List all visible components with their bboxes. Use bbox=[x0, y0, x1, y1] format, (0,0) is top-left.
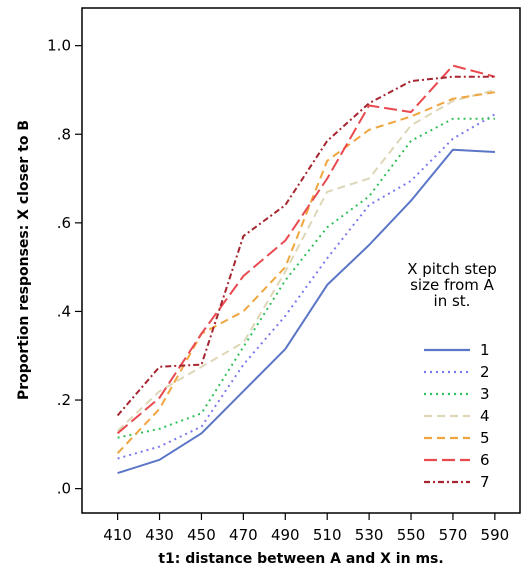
x-tick-label: 510 bbox=[313, 526, 342, 544]
legend-label-3: 3 bbox=[480, 385, 490, 403]
x-tick-label: 470 bbox=[229, 526, 258, 544]
legend-label-6: 6 bbox=[480, 451, 490, 469]
legend-label-4: 4 bbox=[480, 407, 490, 425]
x-tick-label: 550 bbox=[397, 526, 426, 544]
x-axis-title: t1: distance between A and X in ms. bbox=[158, 551, 443, 567]
x-tick-label: 530 bbox=[355, 526, 384, 544]
x-tick-label: 570 bbox=[439, 526, 468, 544]
y-tick-label: .2 bbox=[57, 391, 71, 409]
legend-title-line: X pitch step bbox=[407, 260, 497, 278]
legend-label-7: 7 bbox=[480, 473, 490, 491]
y-tick-label: 1.0 bbox=[47, 37, 71, 55]
legend-label-5: 5 bbox=[480, 429, 490, 447]
x-axis: 410 430 450 470 490 510 530 550 570 590 bbox=[103, 513, 509, 544]
x-tick-label: 490 bbox=[271, 526, 300, 544]
legend-title-line: size from A bbox=[410, 276, 495, 294]
series-line-4 bbox=[116, 89, 496, 432]
series-lines bbox=[116, 64, 496, 475]
series-line-5 bbox=[116, 91, 496, 454]
legend-title-line: in st. bbox=[434, 292, 471, 310]
legend-label-2: 2 bbox=[480, 363, 490, 381]
series-line-6 bbox=[116, 64, 496, 435]
x-tick-label: 430 bbox=[145, 526, 174, 544]
legend-label-1: 1 bbox=[480, 341, 490, 359]
y-tick-label: .8 bbox=[57, 125, 71, 143]
series-line-7 bbox=[116, 75, 495, 417]
x-tick-label: 590 bbox=[481, 526, 510, 544]
plot-frame bbox=[81, 7, 521, 514]
series-line-3 bbox=[117, 117, 495, 439]
x-tick-label: 410 bbox=[103, 526, 132, 544]
y-tick-label: .4 bbox=[57, 302, 71, 320]
y-tick-label: .0 bbox=[57, 480, 71, 498]
y-axis-title: Proportion responses: X closer to B bbox=[16, 120, 32, 400]
series-line-2 bbox=[117, 113, 496, 460]
legend-items: 1 2 3 4 5 6 7 bbox=[424, 341, 490, 491]
y-tick-label: .6 bbox=[57, 214, 71, 232]
series-line-1 bbox=[117, 148, 495, 475]
x-tick-label: 450 bbox=[187, 526, 216, 544]
y-axis: .0 .2 .4 .6 .8 1.0 bbox=[47, 37, 82, 498]
